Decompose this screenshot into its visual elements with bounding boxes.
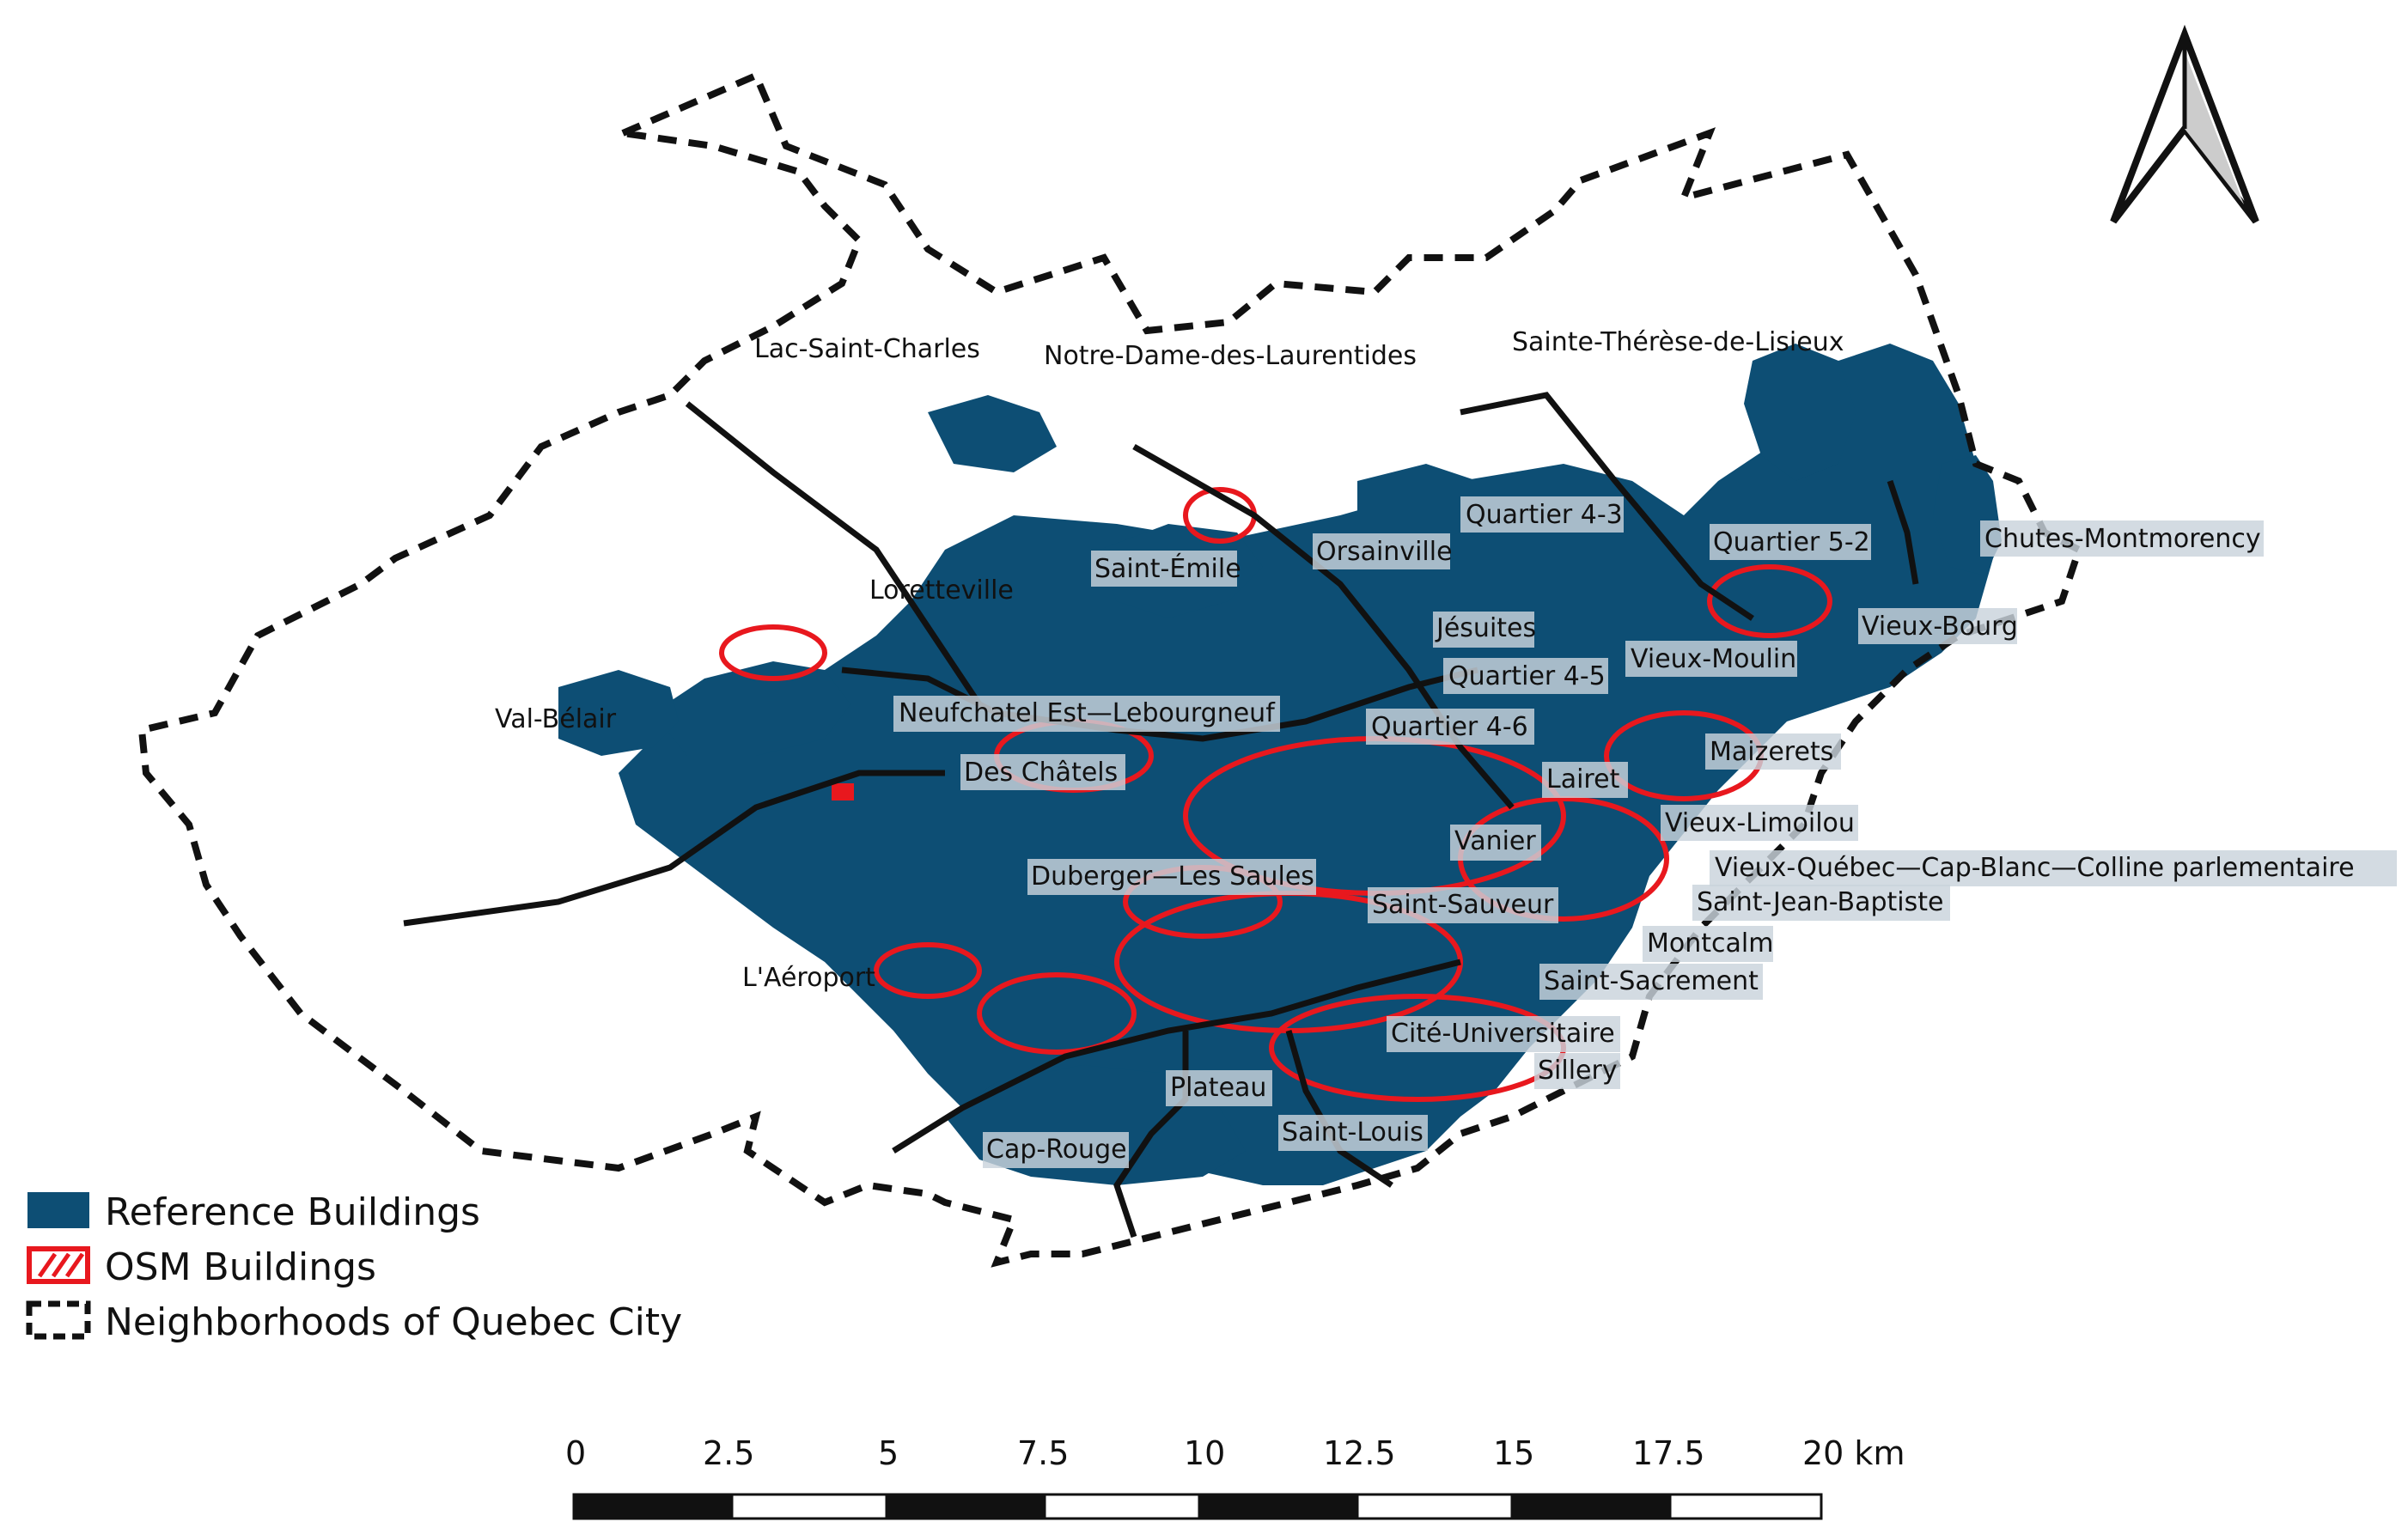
north-arrow-icon bbox=[2110, 24, 2259, 224]
label-saint-sacrement[interactable]: Saint-Sacrement bbox=[1539, 964, 1763, 1000]
label-saint-louis[interactable]: Saint-Louis bbox=[1278, 1115, 1428, 1151]
label-text: Notre-Dame-des-Laurentides bbox=[1044, 341, 1417, 371]
label-val-belair[interactable]: Val-Bélair bbox=[495, 704, 617, 734]
label-text: Saint-Jean-Baptiste bbox=[1697, 887, 1943, 917]
scale-tick-5: 5 bbox=[878, 1434, 899, 1472]
scale-tick-10: 10 bbox=[1184, 1434, 1225, 1472]
scale-tick-15: 15 bbox=[1493, 1434, 1534, 1472]
label-text: Val-Bélair bbox=[495, 704, 617, 734]
label-text: Vanier bbox=[1454, 826, 1536, 856]
label-montcalm[interactable]: Montcalm bbox=[1643, 926, 1773, 962]
label-text: Maizerets bbox=[1710, 737, 1833, 767]
scale-tick-17-5: 17.5 bbox=[1632, 1434, 1705, 1472]
label-quartier-4-3[interactable]: Quartier 4-3 bbox=[1460, 496, 1624, 533]
label-text: Quartier 4-6 bbox=[1371, 712, 1528, 742]
legend-label-reference: Reference Buildings bbox=[105, 1190, 480, 1234]
label-quartier-5-2[interactable]: Quartier 5-2 bbox=[1710, 524, 1871, 560]
label-text: Neufchatel Est—Lebourgneuf bbox=[899, 698, 1276, 728]
label-lac-saint-charles[interactable]: Lac-Saint-Charles bbox=[754, 334, 980, 364]
label-text: Cap-Rouge bbox=[986, 1135, 1127, 1165]
legend-item-osm: OSM Buildings bbox=[27, 1245, 376, 1289]
label-vanier[interactable]: Vanier bbox=[1450, 825, 1541, 861]
scale-bar: 0 2.5 5 7.5 10 12.5 15 17.5 20 km bbox=[565, 1434, 1905, 1520]
label-loretteville[interactable]: Loretteville bbox=[869, 575, 1014, 606]
scale-tick-12-5: 12.5 bbox=[1323, 1434, 1396, 1472]
label-quartier-4-5[interactable]: Quartier 4-5 bbox=[1443, 658, 1608, 694]
label-text: Quartier 4-5 bbox=[1448, 661, 1606, 691]
label-saint-jean-baptiste[interactable]: Saint-Jean-Baptiste bbox=[1692, 885, 1950, 921]
label-duberger-les-saules[interactable]: Duberger—Les Saules bbox=[1027, 859, 1316, 895]
label-vieux-moulin[interactable]: Vieux-Moulin bbox=[1625, 641, 1797, 677]
label-text: Vieux-Moulin bbox=[1631, 644, 1796, 674]
label-saint-emile[interactable]: Saint-Émile bbox=[1091, 551, 1241, 587]
reference-buildings-layer bbox=[558, 344, 2002, 1185]
scale-tick-20: 20 km bbox=[1802, 1434, 1905, 1472]
label-text: Duberger—Les Saules bbox=[1031, 861, 1314, 892]
label-jesuites[interactable]: Jésuites bbox=[1433, 612, 1536, 648]
label-sillery[interactable]: Sillery bbox=[1534, 1053, 1620, 1089]
label-text: Orsainville bbox=[1316, 537, 1453, 567]
label-text: Vieux-Bourg bbox=[1862, 612, 2018, 642]
legend-item-neighborhoods: Neighborhoods of Quebec City bbox=[26, 1300, 682, 1344]
label-vieux-bourg[interactable]: Vieux-Bourg bbox=[1858, 608, 2018, 644]
label-text: Sillery bbox=[1538, 1056, 1618, 1086]
label-text: Des Châtels bbox=[964, 758, 1118, 788]
label-cite-universitaire[interactable]: Cité-Universitaire bbox=[1387, 1016, 1620, 1052]
label-text: Sainte-Thérèse-de-Lisieux bbox=[1512, 327, 1844, 357]
label-notre-dame-des-laurentides[interactable]: Notre-Dame-des-Laurentides bbox=[1044, 341, 1417, 371]
scale-tick-7-5: 7.5 bbox=[1017, 1434, 1069, 1472]
label-text: L'Aéroport bbox=[742, 963, 875, 993]
legend: Reference Buildings OSM Buildings Neighb… bbox=[26, 1190, 682, 1344]
label-saint-sauveur[interactable]: Saint-Sauveur bbox=[1368, 887, 1558, 923]
label-text: Plateau bbox=[1170, 1073, 1266, 1103]
label-text: Cité-Universitaire bbox=[1391, 1019, 1615, 1049]
label-text: Lairet bbox=[1546, 764, 1620, 794]
legend-swatch-reference bbox=[27, 1192, 89, 1228]
legend-label-neighborhoods: Neighborhoods of Quebec City bbox=[105, 1300, 682, 1344]
label-lairet[interactable]: Lairet bbox=[1542, 762, 1628, 798]
label-neufchatel-est-lebourgneuf[interactable]: Neufchatel Est—Lebourgneuf bbox=[893, 696, 1280, 732]
label-orsainville[interactable]: Orsainville bbox=[1313, 533, 1453, 569]
label-text: Vieux-Limoilou bbox=[1665, 808, 1855, 838]
osm-building-block bbox=[832, 783, 854, 800]
neighborhood-labels: Lac-Saint-Charles Notre-Dame-des-Laurent… bbox=[495, 327, 2397, 1168]
label-chutes-montmorency[interactable]: Chutes-Montmorency bbox=[1980, 520, 2264, 557]
legend-label-osm: OSM Buildings bbox=[105, 1245, 376, 1289]
label-text: Quartier 4-3 bbox=[1466, 500, 1623, 530]
label-text: Saint-Sauveur bbox=[1372, 890, 1554, 920]
legend-swatch-neighborhoods bbox=[26, 1300, 91, 1340]
label-plateau[interactable]: Plateau bbox=[1166, 1070, 1272, 1106]
label-text: Lac-Saint-Charles bbox=[754, 334, 980, 364]
legend-item-reference: Reference Buildings bbox=[27, 1190, 480, 1234]
label-sainte-therese-de-lisieux[interactable]: Sainte-Thérèse-de-Lisieux bbox=[1512, 327, 1844, 357]
label-text: Chutes-Montmorency bbox=[1984, 524, 2261, 554]
label-text: Saint-Émile bbox=[1094, 553, 1241, 584]
scale-tick-0: 0 bbox=[565, 1434, 586, 1472]
scale-tick-2-5: 2.5 bbox=[703, 1434, 754, 1472]
label-cap-rouge[interactable]: Cap-Rouge bbox=[983, 1132, 1129, 1168]
label-text: Montcalm bbox=[1647, 928, 1773, 959]
label-vieux-quebec[interactable]: Vieux-Québec—Cap-Blanc—Colline parlement… bbox=[1710, 850, 2397, 886]
label-text: Jésuites bbox=[1435, 613, 1536, 643]
label-quartier-4-6[interactable]: Quartier 4-6 bbox=[1366, 709, 1534, 745]
label-des-chatels[interactable]: Des Châtels bbox=[960, 754, 1125, 790]
label-vieux-limoilou[interactable]: Vieux-Limoilou bbox=[1661, 805, 1858, 841]
label-maizerets[interactable]: Maizerets bbox=[1705, 733, 1841, 770]
label-text: Vieux-Québec—Cap-Blanc—Colline parlement… bbox=[1715, 853, 2355, 883]
label-text: Quartier 5-2 bbox=[1713, 527, 1870, 557]
label-text: Saint-Sacrement bbox=[1544, 966, 1759, 996]
label-text: Saint-Louis bbox=[1282, 1117, 1423, 1147]
label-laeroport[interactable]: L'Aéroport bbox=[742, 963, 875, 993]
label-text: Loretteville bbox=[869, 575, 1014, 606]
